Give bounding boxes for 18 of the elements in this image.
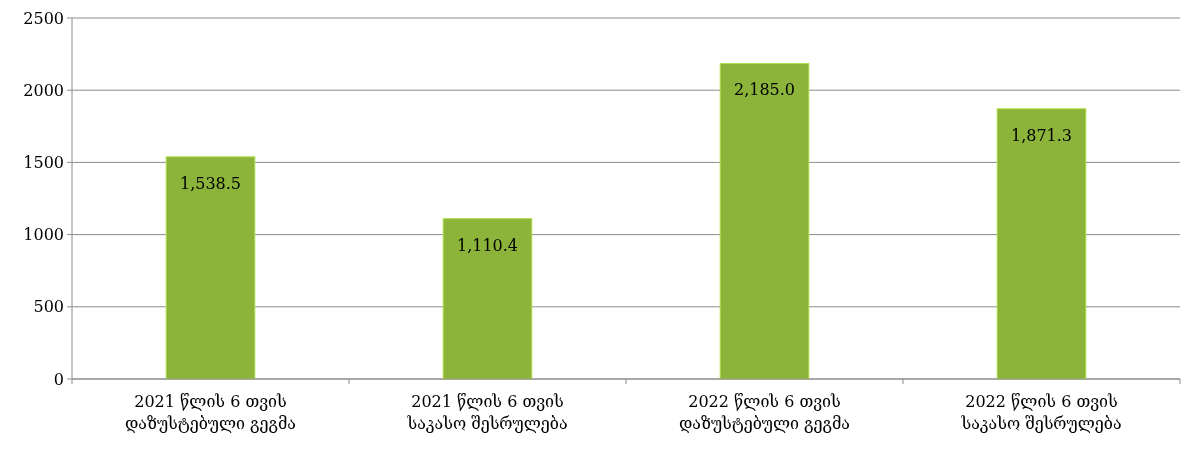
x-tick-label: 2021 წლის 6 თვის საკასო შესრულება bbox=[406, 392, 568, 433]
y-tick-label: 0 bbox=[53, 369, 64, 389]
y-tick-label: 2500 bbox=[23, 8, 64, 28]
bar bbox=[996, 108, 1087, 380]
x-tick-label: 2022 წლის 6 თვის საკასო შესრულება bbox=[960, 392, 1122, 433]
data-label: 1,110.4 bbox=[456, 235, 519, 255]
bar bbox=[719, 62, 810, 380]
y-tick-label: 1000 bbox=[23, 225, 64, 245]
y-tick-label: 1500 bbox=[23, 153, 64, 172]
x-tick-label: 2022 წლის 6 თვის დაზუსტებული გეგმა bbox=[679, 392, 850, 433]
data-label: 1,871.3 bbox=[1010, 125, 1073, 145]
bar bbox=[165, 156, 256, 380]
y-tick-label: 500 bbox=[33, 297, 64, 317]
x-tick-label: 2021 წლის 6 თვის დაზუსტებული გეგმა bbox=[125, 392, 296, 433]
y-tick-label: 2000 bbox=[23, 80, 64, 100]
data-label: 1,538.5 bbox=[179, 173, 242, 193]
bar bbox=[442, 218, 533, 380]
data-label: 2,185.0 bbox=[733, 80, 796, 100]
